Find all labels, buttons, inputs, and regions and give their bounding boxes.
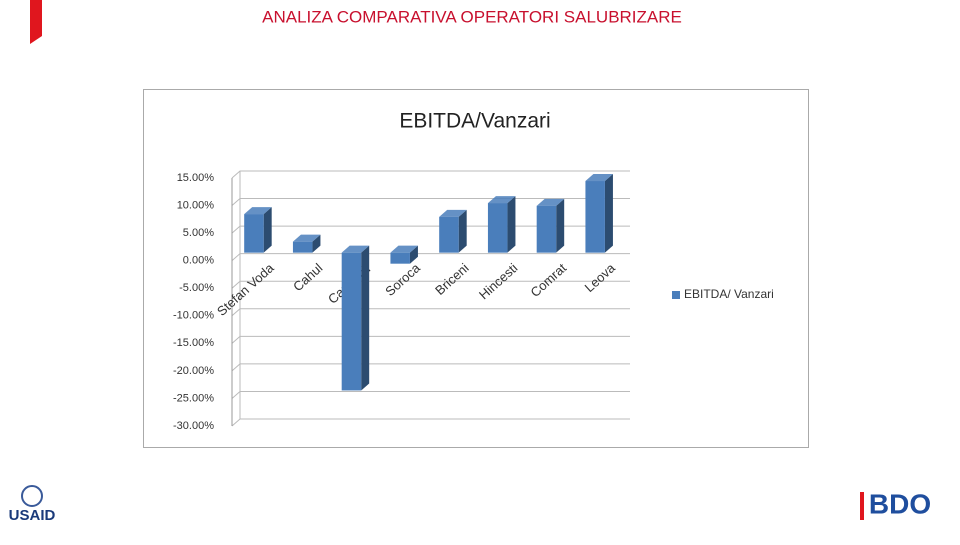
- bar-side: [507, 196, 516, 253]
- bar: [244, 214, 264, 253]
- bar-side: [312, 234, 321, 253]
- bdo-text: BDO: [869, 488, 931, 519]
- bar: [585, 181, 605, 253]
- legend-swatch: [672, 291, 680, 299]
- bar-top: [585, 174, 613, 182]
- chart-title: EBITDA/Vanzari: [399, 110, 550, 133]
- bdo-logo: BDO: [860, 488, 931, 520]
- y-tick-label: -10.00%: [173, 310, 214, 322]
- bar: [439, 216, 459, 253]
- bar-side: [556, 198, 565, 253]
- bar: [487, 203, 508, 253]
- y-tick-label: -20.00%: [173, 365, 214, 377]
- bar: [390, 252, 410, 264]
- bar-side: [604, 174, 613, 253]
- accent-mark: [30, 0, 42, 44]
- y-tick-label: -15.00%: [173, 337, 214, 349]
- bdo-bar: [860, 492, 864, 520]
- bar-side: [458, 209, 467, 253]
- y-tick-label: 0.00%: [183, 255, 214, 267]
- seal: [21, 485, 43, 507]
- bar-top: [439, 209, 467, 217]
- bar-top: [536, 198, 565, 206]
- y-tick-label: 5.00%: [183, 227, 214, 239]
- chart-frame: [143, 89, 809, 448]
- bar-top: [390, 245, 418, 253]
- bar-side: [361, 245, 370, 391]
- bar: [292, 241, 313, 253]
- y-tick-label: -5.00%: [179, 282, 214, 294]
- slide-title: ANALIZA COMPARATIVA OPERATORI SALUBRIZAR…: [262, 7, 682, 26]
- bar-top: [487, 196, 516, 204]
- y-tick-label: -30.00%: [173, 420, 214, 432]
- bar: [341, 252, 362, 391]
- y-tick-label: 15.00%: [177, 172, 215, 184]
- y-tick-label: -25.00%: [173, 392, 214, 404]
- bar-top: [292, 234, 321, 242]
- usaid-logo: USAID: [9, 485, 56, 524]
- bar-side: [409, 245, 418, 264]
- bar-top: [341, 245, 370, 253]
- legend-label: EBITDA/ Vanzari: [684, 287, 774, 301]
- bar-side: [263, 207, 272, 253]
- bar: [536, 205, 557, 253]
- bar-top: [244, 207, 272, 215]
- y-tick-label: 10.00%: [177, 199, 215, 211]
- usaid-text: USAID: [9, 507, 56, 524]
